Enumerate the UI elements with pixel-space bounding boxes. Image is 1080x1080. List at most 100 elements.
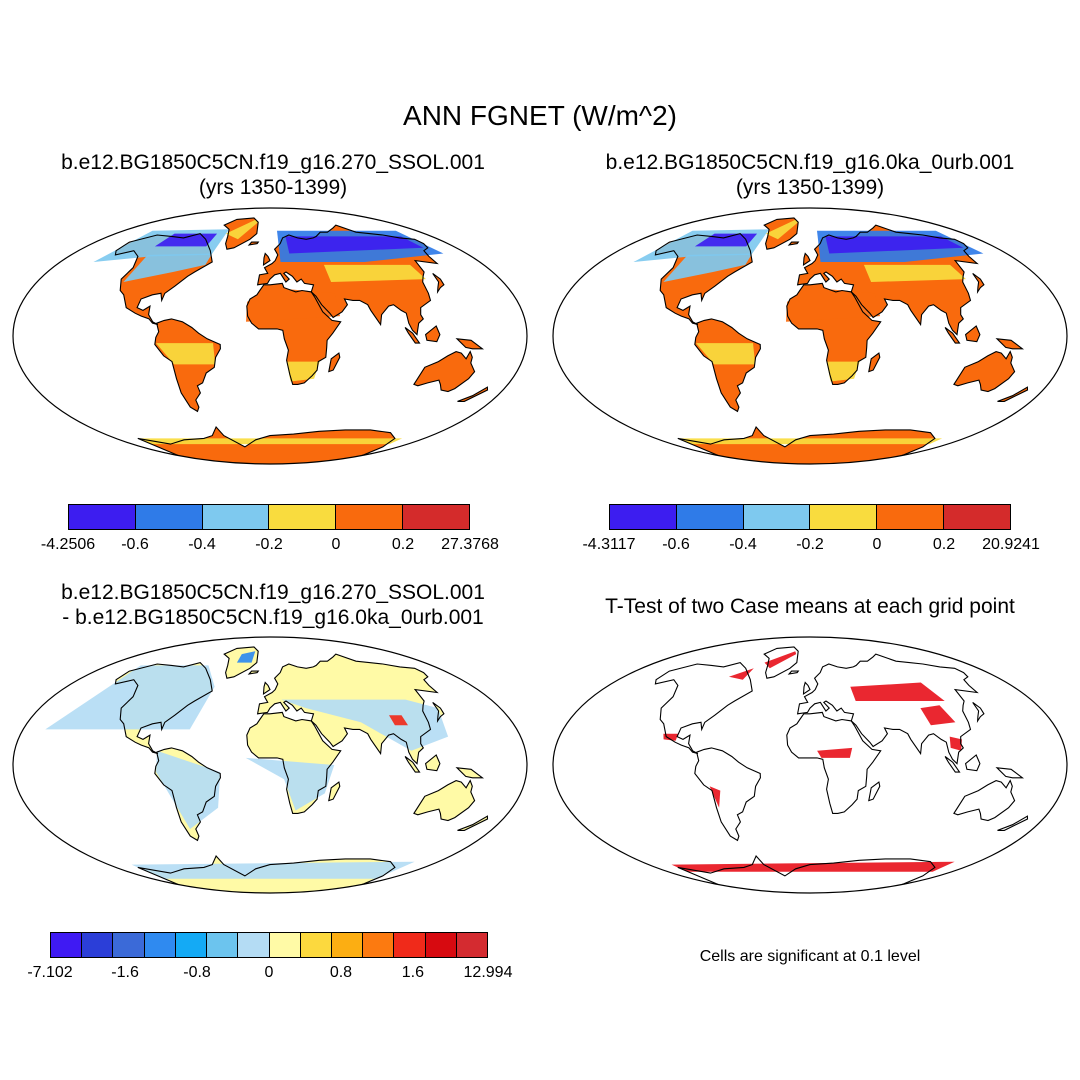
coastline: [424, 325, 441, 343]
land-fill: [425, 755, 440, 771]
panel3-title-line2: - b.e12.BG1850C5CN.f19_g16.0ka_0urb.001: [62, 606, 484, 629]
field-region: [45, 665, 215, 730]
colorbar-tick-label: -7.102: [27, 964, 73, 981]
map-content: [654, 646, 1029, 893]
field-region: [245, 757, 335, 811]
coastline: [114, 661, 213, 755]
land-fill: [953, 351, 1015, 392]
coastline: [972, 272, 985, 294]
colorbar-tick-label: -0.2: [255, 536, 283, 553]
colorbar-tick-label: 20.9241: [982, 536, 1040, 553]
colorbar-box-3: [269, 505, 337, 529]
coastline: [796, 653, 979, 765]
coastline: [654, 232, 753, 326]
colorbar-box-12: [425, 933, 457, 957]
coastline: [328, 781, 341, 802]
land-fill: [425, 326, 440, 342]
coastline: [694, 318, 761, 413]
colorbar-box-4: [336, 505, 404, 529]
significant-cells: [663, 733, 679, 741]
colorbar-tick-label: 0: [264, 964, 274, 981]
colorbar-box-2: [113, 933, 145, 957]
coastline: [972, 701, 985, 723]
map-content: [633, 217, 1029, 464]
coastline: [763, 646, 799, 679]
panel1-title: b.e12.BG1850C5CN.f19_g16.270_SSOL.001 (y…: [18, 150, 528, 200]
land-fill: [263, 682, 270, 694]
coastline: [404, 756, 421, 773]
colorbar-box-2: [743, 505, 811, 529]
field-region: [137, 438, 403, 445]
land-fill: [137, 427, 395, 464]
coastline: [432, 701, 445, 723]
coastline: [995, 338, 1025, 350]
colorbar-box-1: [135, 505, 203, 529]
significant-cells: [949, 736, 962, 751]
significant-cells: [850, 682, 945, 701]
field-region: [236, 651, 256, 663]
land-fill: [457, 767, 483, 778]
coastline: [868, 352, 881, 373]
coastline: [677, 425, 936, 464]
coastline: [328, 352, 341, 373]
coastline: [154, 318, 221, 413]
coastline: [256, 224, 439, 336]
land-fill: [413, 780, 475, 821]
figure-title: ANN FGNET (W/m^2): [403, 100, 677, 131]
land-fill: [694, 318, 761, 412]
coastline: [677, 854, 936, 893]
coastline: [413, 779, 476, 822]
panel4-title: T-Test of two Case means at each grid po…: [555, 594, 1065, 619]
land-fill: [154, 318, 221, 412]
coastline: [796, 224, 979, 336]
coastline: [413, 350, 476, 393]
coastline: [404, 327, 421, 344]
colorbar-box-1: [676, 505, 744, 529]
colorbar-box-5: [207, 933, 239, 957]
colorbar-tick-label: 27.3768: [441, 536, 499, 553]
colorbar-tick-label: -0.4: [188, 536, 216, 553]
coastline: [455, 338, 485, 350]
land-fill: [868, 353, 880, 372]
land-fill: [328, 782, 340, 801]
coastline: [114, 232, 213, 326]
colorbar-tick-label: -4.3117: [582, 536, 636, 553]
significant-cells: [817, 747, 853, 758]
panel3-title: b.e12.BG1850C5CN.f19_g16.270_SSOL.001 - …: [18, 580, 528, 630]
colorbar-tick-label: -0.4: [729, 536, 757, 553]
coastline: [262, 681, 271, 695]
coastline: [953, 350, 1016, 393]
coastline: [247, 670, 260, 675]
coastline: [786, 711, 882, 814]
panel3-map: [12, 636, 528, 894]
field-region: [156, 750, 221, 829]
land-fill: [405, 756, 420, 773]
colorbar-box-3: [810, 505, 878, 529]
map-content: [45, 646, 489, 893]
coastline: [424, 754, 441, 772]
panel2-colorbar-ticks: -4.3117 -0.6 -0.4 -0.2 0 0.2 20.9241: [582, 536, 1039, 556]
colorbar-tick-label: 0.2: [932, 536, 956, 553]
coastline: [802, 252, 811, 266]
coastline: [246, 711, 342, 814]
field-region: [285, 236, 424, 254]
colorbar-box-2: [202, 505, 270, 529]
significant-cells: [671, 861, 955, 872]
significant-cells: [764, 651, 797, 669]
field-region: [677, 438, 943, 445]
coastline: [154, 747, 221, 842]
colorbar-box-4: [877, 505, 945, 529]
coastline: [995, 767, 1025, 779]
colorbar-box-0: [51, 933, 83, 957]
panel1-map: [12, 207, 528, 465]
colorbar-box-5: [403, 505, 469, 529]
colorbar-tick-label: 1.6: [401, 964, 425, 981]
panel2-title: b.e12.BG1850C5CN.f19_g16.0ka_0urb.001 (y…: [555, 150, 1065, 200]
land-fill: [457, 338, 483, 349]
colorbar-box-10: [363, 933, 395, 957]
land-fill: [405, 327, 420, 344]
coastline: [256, 653, 439, 765]
panel1-title-line1: b.e12.BG1850C5CN.f19_g16.270_SSOL.001: [61, 151, 485, 174]
panel2-title-line1: b.e12.BG1850C5CN.f19_g16.0ka_0urb.001: [605, 151, 1015, 174]
land-fill: [413, 351, 475, 392]
